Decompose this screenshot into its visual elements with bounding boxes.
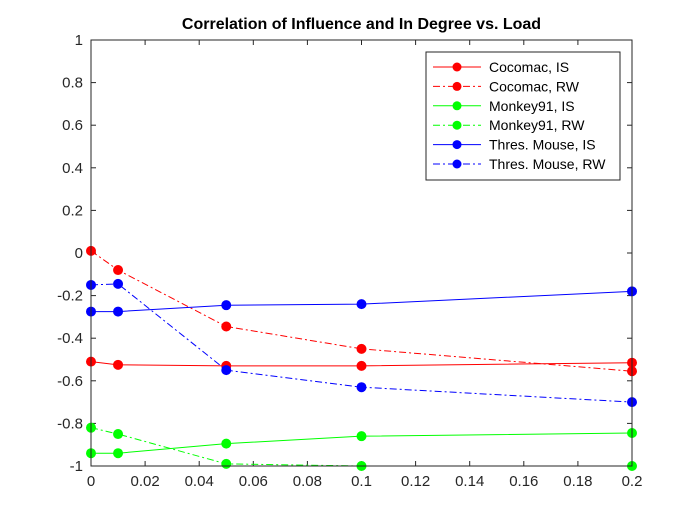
y-tick-label: -0.6: [57, 373, 83, 390]
x-tick-label: 0.14: [455, 473, 484, 490]
x-tick-label: 0.06: [239, 473, 268, 490]
legend: Cocomac, IS Cocomac, RW Monkey91, IS Monkey…: [425, 51, 621, 181]
y-tick-label: -0.2: [57, 288, 83, 305]
y-tick-label: 0: [75, 245, 83, 262]
y-tick-label: 0.4: [62, 160, 83, 177]
legend-item: Cocomac, IS: [433, 59, 569, 75]
data-point: [356, 343, 367, 354]
x-tick-label: 0.02: [130, 473, 159, 490]
data-point: [221, 438, 232, 449]
axes-box: [90, 39, 633, 467]
data-point: [113, 265, 124, 276]
data-point: [113, 278, 124, 289]
legend-marker: [452, 62, 462, 72]
data-point: [113, 448, 124, 459]
legend-label: Cocomac, RW: [489, 78, 580, 94]
legend-item: Cocomac, RW: [433, 78, 580, 94]
data-point: [356, 360, 367, 371]
legend-marker: [452, 120, 462, 130]
data-point: [356, 299, 367, 310]
legend-box: [425, 51, 621, 181]
data-point: [113, 429, 124, 440]
data-point: [221, 458, 232, 469]
chart-title: Correlation of Influence and In Degree v…: [182, 16, 541, 33]
legend-label: Cocomac, IS: [489, 59, 569, 75]
legend-marker: [452, 140, 462, 150]
legend-item: Monkey91, RW: [433, 117, 585, 133]
legend-item: Monkey91, IS: [433, 98, 575, 114]
y-tick-label: 0.8: [62, 75, 83, 92]
legend-label: Monkey91, IS: [489, 98, 575, 114]
data-point: [113, 359, 124, 370]
y-tick-label: -1: [70, 458, 83, 475]
legend-label: Monkey91, RW: [489, 117, 585, 133]
y-tick-label: 0.6: [62, 117, 83, 134]
legend-marker: [452, 101, 462, 111]
data-point: [113, 306, 124, 317]
legend-label: Thres. Mouse, RW: [489, 156, 606, 172]
legend-marker: [452, 81, 462, 91]
legend-label: Thres. Mouse, IS: [489, 137, 596, 153]
data-point: [356, 431, 367, 442]
y-tick-label: -0.4: [57, 330, 83, 347]
legend-marker: [452, 159, 462, 169]
x-tick-label: 0: [87, 473, 95, 490]
axis-ticks: 0 0.02 0.04 0.06 0.08 0.1 0.12 0.14 0.16 0.18 0.2 1…: [57, 32, 642, 490]
data-point: [356, 382, 367, 393]
data-point: [221, 321, 232, 332]
legend-item: Thres. Mouse, IS: [433, 137, 596, 153]
y-tick-label: 1: [75, 32, 83, 49]
series-5: [86, 278, 637, 408]
series-group: [86, 245, 637, 471]
x-tick-label: 0.1: [351, 473, 372, 490]
x-tick-label: 0.18: [563, 473, 592, 490]
x-tick-label: 0.12: [401, 473, 430, 490]
x-tick-label: 0.2: [622, 473, 643, 490]
y-tick-label: 0.2: [62, 202, 83, 219]
data-point: [221, 365, 232, 376]
x-tick-label: 0.16: [509, 473, 538, 490]
x-tick-label: 0.08: [293, 473, 322, 490]
data-point: [221, 300, 232, 311]
y-tick-label: -0.8: [57, 415, 83, 432]
x-tick-label: 0.04: [185, 473, 214, 490]
series-4: [86, 286, 637, 317]
legend-item: Thres. Mouse, RW: [433, 156, 606, 172]
